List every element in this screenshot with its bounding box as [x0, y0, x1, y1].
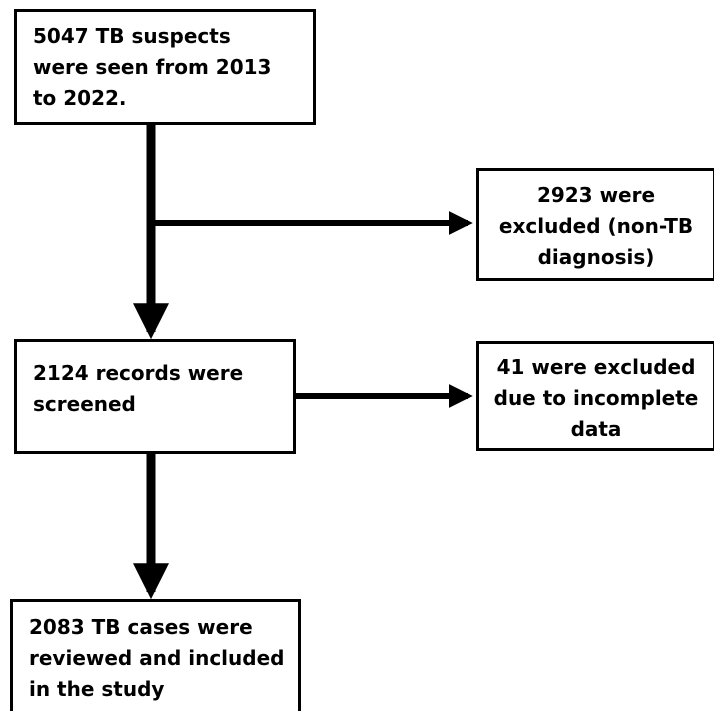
incomplete-data-exclusion-line: 41 were excluded — [496, 355, 696, 379]
included-cases-line: reviewed and included — [29, 646, 285, 670]
included-cases-line: 2083 TB cases were — [29, 615, 253, 639]
incomplete-data-exclusion-line: due to incomplete — [493, 386, 699, 410]
start-box-line: 5047 TB suspects — [33, 24, 231, 48]
incomplete-data-exclusion-box: 41 were excluded due to incomplete data — [476, 341, 714, 451]
non-tb-exclusion-line: excluded (non-TB — [498, 214, 694, 238]
start-box: 5047 TB suspects were seen from 2013 to … — [14, 9, 316, 125]
non-tb-exclusion-line: diagnosis) — [537, 245, 655, 269]
incomplete-data-exclusion-line: data — [570, 417, 622, 441]
included-cases-box: 2083 TB cases were reviewed and included… — [10, 599, 301, 711]
screened-records-line: screened — [33, 392, 136, 416]
non-tb-exclusion-line: 2923 were — [536, 183, 656, 207]
included-cases-line: in the study — [29, 677, 165, 701]
start-box-line: to 2022. — [33, 86, 127, 110]
start-box-line: were seen from 2013 — [33, 55, 272, 79]
screened-records-box: 2124 records were screened — [14, 339, 296, 454]
non-tb-exclusion-box: 2923 were excluded (non-TB diagnosis) — [476, 168, 714, 281]
screened-records-line: 2124 records were — [33, 361, 244, 385]
